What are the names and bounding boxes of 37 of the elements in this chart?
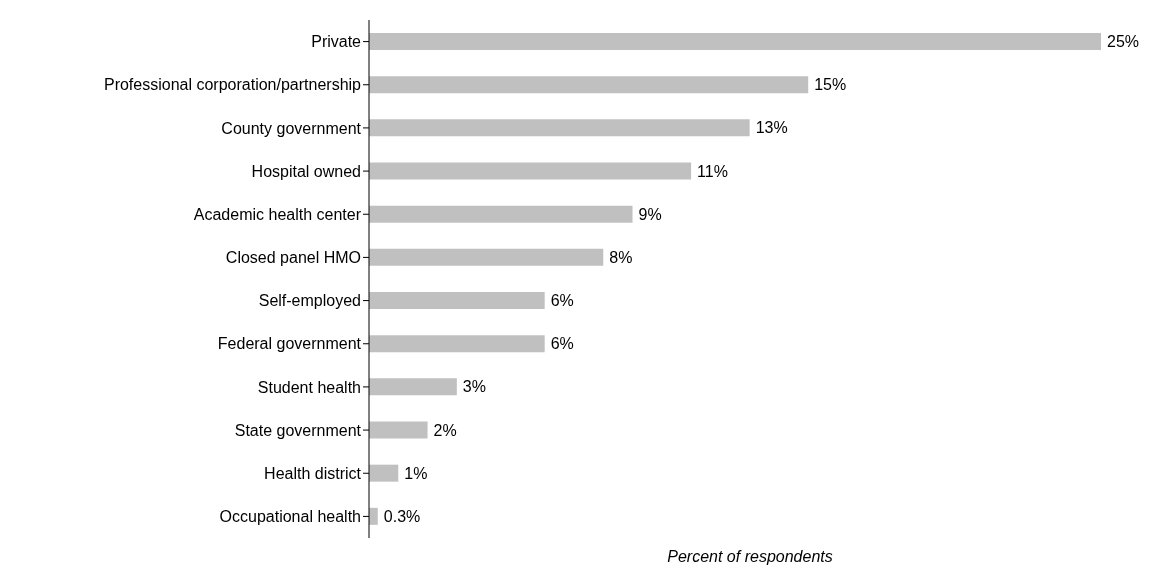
bar (369, 421, 428, 439)
y-tick-label: Hospital owned (251, 162, 361, 180)
y-tick-label: County government (221, 119, 362, 137)
data-label: 8% (609, 248, 633, 266)
y-tick-label: Professional corporation/partnership (103, 76, 362, 94)
y-tick-label: Self-employed (258, 292, 361, 310)
data-label: 3% (462, 378, 486, 396)
data-label: 6% (550, 335, 574, 353)
data-label: 0.3% (383, 507, 421, 525)
data-label: 6% (550, 292, 574, 309)
bar (369, 33, 1101, 50)
bar (369, 119, 750, 137)
data-label: 11% (697, 162, 728, 180)
bar (369, 205, 633, 223)
y-tick-label: Federal government (217, 335, 362, 353)
data-label: 9% (638, 205, 662, 223)
data-label: 25% (1107, 33, 1140, 50)
data-label: 13% (755, 119, 788, 137)
bar (369, 507, 378, 525)
bar (369, 248, 604, 266)
y-tick-label: Closed panel HMO (225, 249, 361, 267)
bar (369, 335, 545, 353)
bar (369, 162, 692, 180)
y-tick-label: Occupational health (219, 508, 361, 526)
y-tick-label: Private (311, 33, 362, 51)
data-label: 15% (814, 76, 847, 94)
data-label: 2% (433, 421, 457, 439)
y-tick-label: Student health (257, 378, 361, 396)
bar (369, 464, 399, 482)
x-axis-title: Percent of respondents (666, 548, 834, 566)
data-label: 1% (404, 464, 428, 482)
y-tick-label: Academic health center (193, 205, 362, 223)
bar (369, 292, 545, 309)
y-tick-label: State government (234, 421, 362, 439)
bar (369, 378, 457, 396)
bar (369, 76, 809, 94)
y-tick-label: Health district (264, 464, 362, 482)
